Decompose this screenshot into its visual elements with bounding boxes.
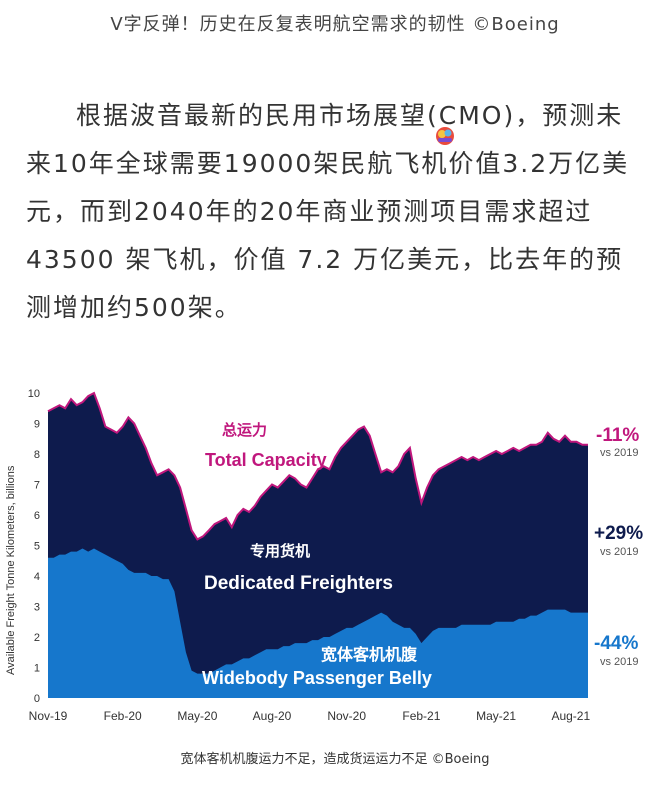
x-tick-label: Aug-21 [551,709,590,723]
x-tick-label: May-21 [476,709,516,723]
y-tick-label: 8 [34,449,40,461]
x-tick-label: Feb-20 [104,709,142,723]
y-axis-label: Available Freight Tonne Kilometers, bill… [5,465,17,675]
total-capacity-change: -11% [596,425,639,446]
total-capacity-change-ref: vs 2019 [600,447,639,459]
y-tick-label: 6 [34,510,40,522]
widebody-belly-label-en: Widebody Passenger Belly [202,668,432,688]
y-tick-label: 10 [28,388,40,400]
y-tick-label: 9 [34,419,40,431]
dedicated-freighters-change-ref: vs 2019 [600,546,639,558]
y-axis-ticks: 0 1 2 3 4 5 6 7 8 9 10 [28,388,40,705]
y-tick-label: 1 [34,663,40,675]
emoji-icon [436,127,454,145]
x-tick-label: Nov-19 [29,709,68,723]
x-tick-label: Feb-21 [402,709,440,723]
article-paragraph: 根据波音最新的民用市场展望(CMO)，预测未来10年全球需要19000架民航飞机… [26,101,630,322]
bottom-caption: 宽体客机机腹运力不足，造成货运运力不足 ©Boeing [180,752,490,767]
dedicated-freighters-label-en: Dedicated Freighters [204,573,393,594]
widebody-belly-label-cn: 宽体客机机腹 [321,645,418,664]
y-tick-label: 7 [34,480,40,492]
y-tick-label: 0 [34,693,40,705]
total-capacity-label-en: Total Capacity [205,450,327,470]
dedicated-freighters-change: +29% [594,523,643,544]
total-capacity-line [47,391,588,541]
y-tick-label: 4 [34,571,40,583]
y-tick-label: 2 [34,632,40,644]
total-capacity-label-cn: 总运力 [222,421,267,439]
widebody-belly-change-ref: vs 2019 [600,656,639,668]
x-tick-label: Aug-20 [253,709,292,723]
chart-svg: 0 1 2 3 4 5 6 7 8 9 10 Available Freight Tonne Kil… [5,388,643,723]
dedicated-freighters-label-cn: 专用货机 [250,542,310,560]
x-tick-label: May-20 [177,709,217,723]
widebody-belly-area [48,548,588,698]
total-capacity-area [48,393,588,698]
y-tick-label: 5 [34,541,40,553]
capacity-chart: 0 1 2 3 4 5 6 7 8 9 10 Available Freight Tonne Kil… [0,378,670,730]
y-tick-label: 3 [34,602,40,614]
top-caption: V字反弹！历史在反复表明航空需求的韧性 ©Boeing [110,14,560,35]
x-tick-label: Nov-20 [327,709,366,723]
widebody-belly-change: -44% [594,633,638,654]
x-axis-ticks: Nov-19 Feb-20 May-20 Aug-20 Nov-20 Feb-21 May-… [29,709,591,723]
